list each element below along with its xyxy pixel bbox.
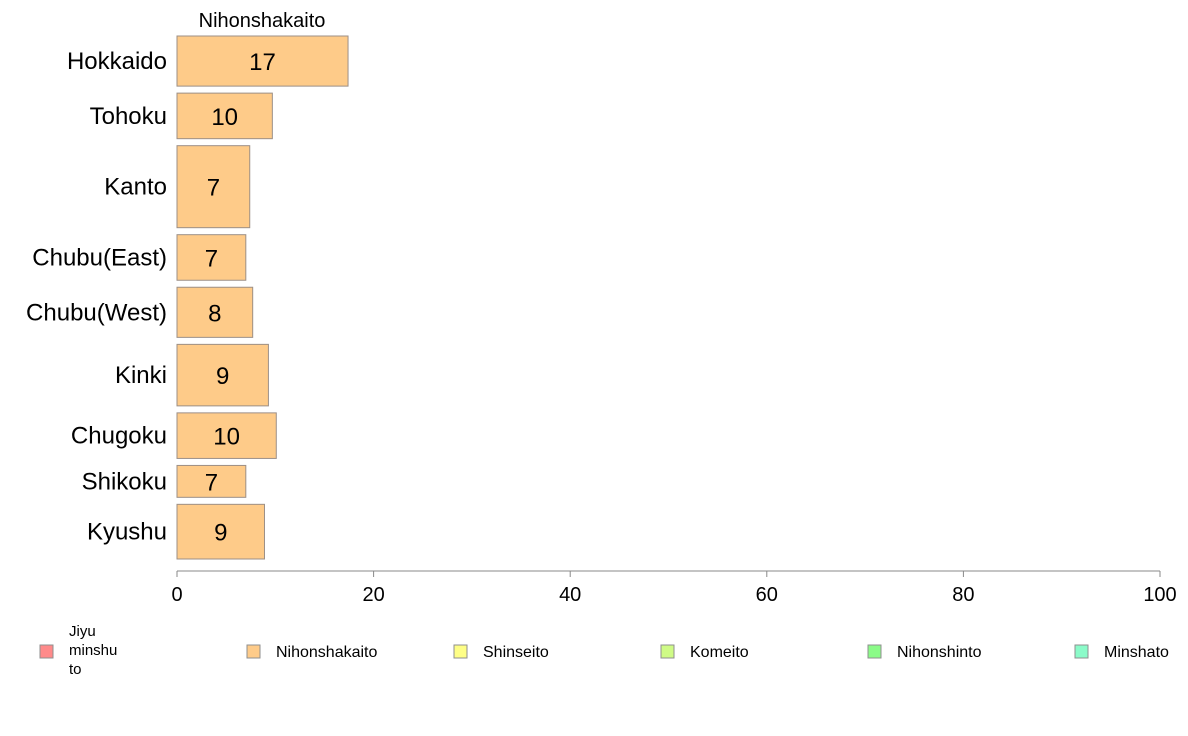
x-tick-label: 80 [952, 584, 974, 606]
bar [176, 464, 247, 498]
legend-swatch [246, 644, 261, 659]
legend-swatch [660, 644, 675, 659]
data-label: 17 [249, 49, 276, 76]
legend-label: Shinseito [483, 644, 549, 661]
legend-label-line: minshu [69, 642, 117, 659]
bar [176, 503, 265, 560]
x-axis: 0 20 40 60 80 100 [171, 570, 1177, 606]
category-label: Chubu(East) [32, 244, 167, 271]
data-label: 10 [213, 424, 240, 451]
bar [176, 35, 349, 87]
category-label: Shikoku [82, 468, 167, 495]
bar [176, 234, 247, 281]
category-label: Chugoku [71, 423, 167, 450]
category-label: Hokkaido [67, 48, 167, 75]
legend-label: Komeito [690, 644, 749, 661]
x-tick-label: 0 [171, 584, 182, 606]
data-label: 7 [207, 175, 220, 202]
bar [176, 92, 273, 140]
data-label: 7 [205, 245, 218, 272]
data-label: 10 [211, 104, 238, 131]
x-tick-label: 60 [756, 584, 778, 606]
bar [176, 343, 269, 407]
legend-swatch [867, 644, 882, 659]
legend-label: Minshato [1104, 644, 1169, 661]
x-tick-label: 40 [559, 584, 581, 606]
legend-label-line: to [69, 661, 82, 678]
data-label: 9 [214, 520, 227, 547]
data-label: 7 [205, 469, 218, 496]
chart-title: Nihonshakaito [199, 10, 326, 32]
category-label: Chubu(West) [26, 299, 167, 326]
legend-label-line: Jiyu [69, 623, 96, 640]
bar [176, 412, 277, 459]
category-label: Kyushu [87, 519, 167, 546]
legend-swatch [39, 644, 54, 659]
bars-layer: Hokkaido 17 Tohoku 10 Kanto 7 Chubu(East) 7 Chub… [26, 35, 349, 560]
bar [176, 286, 254, 338]
legend-label: Nihonshinto [897, 644, 982, 661]
legend: Jiyu minshu to Nihonshakaito Shinseito Komeit… [39, 623, 1169, 678]
bar [176, 145, 251, 229]
legend-label: Jiyu minshu to [69, 623, 117, 678]
x-tick-label: 20 [362, 584, 384, 606]
data-label: 8 [208, 300, 221, 327]
category-label: Kinki [115, 362, 167, 389]
legend-swatch [1074, 644, 1089, 659]
legend-label: Nihonshakaito [276, 644, 378, 661]
data-label: 9 [216, 363, 229, 390]
legend-swatch [453, 644, 468, 659]
category-label: Tohoku [90, 103, 167, 130]
x-tick-label: 100 [1143, 584, 1176, 606]
category-label: Kanto [104, 174, 167, 201]
